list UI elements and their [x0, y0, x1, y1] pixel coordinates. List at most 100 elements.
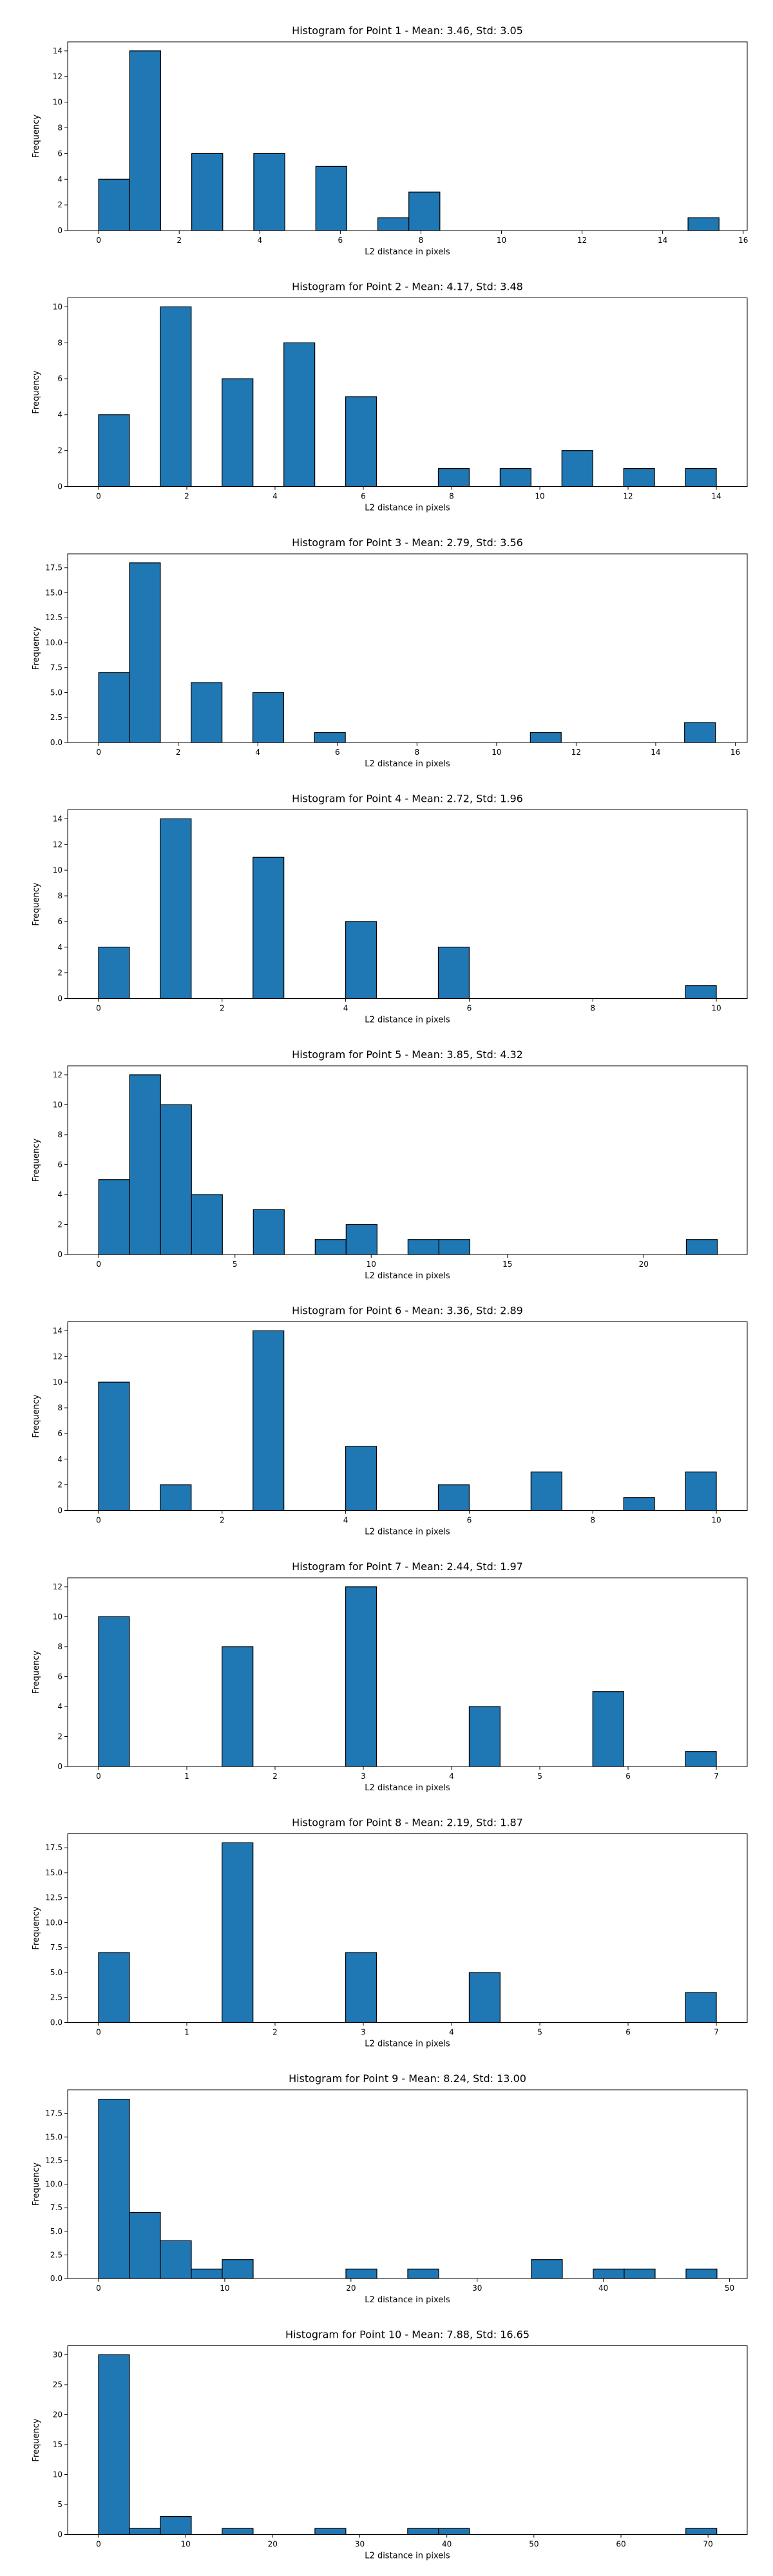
y-tick-label: 25: [53, 2380, 62, 2389]
x-tick-label: 0: [96, 748, 101, 757]
histogram-bar: [222, 1646, 254, 1767]
y-tick-label: 6: [57, 1429, 62, 1438]
histogram-bar: [530, 732, 562, 743]
y-tick-label: 15: [53, 2440, 62, 2449]
chart-title: Histogram for Point 5 - Mean: 3.85, Std:…: [292, 1048, 523, 1061]
histogram-bar: [191, 1194, 223, 1255]
histogram-bar: [685, 2528, 718, 2535]
histogram-bar: [437, 468, 470, 488]
x-tick-label: 14: [658, 236, 667, 245]
y-tick-label: 7.5: [50, 663, 62, 672]
plot-frame: [67, 1577, 748, 1767]
y-tick-label: 30: [53, 2350, 62, 2359]
histogram-bar: [407, 1239, 439, 1255]
x-tick-label: 2: [272, 1772, 278, 1781]
x-tick-label: 4: [257, 236, 262, 245]
y-tick-label: 14: [53, 46, 62, 55]
histogram-bar: [531, 2259, 563, 2279]
x-tick-label: 0: [96, 1772, 101, 1781]
chart-title: Histogram for Point 8 - Mean: 2.19, Std:…: [292, 1817, 523, 1829]
x-tick-label: 14: [651, 748, 660, 757]
histogram-bar: [191, 682, 223, 743]
y-tick-label: 0: [57, 2530, 62, 2539]
x-tick-label: 8: [590, 1516, 595, 1525]
x-tick-label: 5: [233, 1260, 238, 1269]
x-tick-label: 1: [184, 1772, 189, 1781]
y-tick-label: 10: [53, 302, 62, 311]
histogram-bar: [222, 2528, 254, 2535]
histogram-bar: [685, 1472, 717, 1511]
histogram-bar: [283, 342, 316, 488]
x-axis-label: L2 distance in pixels: [365, 504, 450, 513]
x-tick-label: 8: [449, 492, 454, 501]
y-tick-label: 15.0: [45, 1868, 62, 1877]
y-tick-label: 2.5: [50, 1993, 62, 2002]
x-tick-label: 10: [367, 1260, 376, 1269]
x-tick-label: 10: [711, 1004, 721, 1013]
x-tick-label: 2: [184, 492, 189, 501]
x-tick-label: 10: [181, 2540, 191, 2549]
histogram-bar: [191, 153, 224, 231]
histogram-panel-4: Histogram for Point 4 - Mean: 2.72, Std:…: [32, 793, 748, 1025]
x-tick-label: 0: [96, 2028, 101, 2037]
x-tick-label: 10: [220, 2284, 229, 2293]
y-tick-label: 6: [57, 917, 62, 926]
histogram-bar: [315, 166, 347, 231]
histogram-bar: [437, 1484, 470, 1511]
y-tick-label: 6: [57, 149, 62, 158]
histogram-bar: [592, 1691, 624, 1767]
y-axis-label: Frequency: [32, 1394, 41, 1437]
x-tick-label: 10: [491, 748, 501, 757]
histogram-bar: [345, 921, 377, 999]
histogram-bar: [685, 1751, 717, 1767]
y-tick-label: 6: [57, 374, 62, 383]
histogram-bar: [98, 2099, 130, 2279]
histogram-bar: [160, 2515, 192, 2535]
y-tick-label: 7.5: [50, 2203, 62, 2212]
histogram-bar: [98, 2354, 130, 2535]
y-tick-label: 15.0: [45, 588, 62, 597]
x-axis-label: L2 distance in pixels: [365, 1783, 450, 1793]
histogram-bar: [624, 2268, 656, 2279]
y-tick-label: 0.0: [50, 738, 62, 747]
histogram-panel-7: Histogram for Point 7 - Mean: 2.44, Std:…: [32, 1560, 748, 1793]
histogram-bar: [191, 2268, 223, 2279]
histogram-bar: [408, 191, 441, 231]
chart-title: Histogram for Point 2 - Mean: 4.17, Std:…: [292, 281, 523, 293]
x-tick-label: 10: [711, 1516, 721, 1525]
x-tick-label: 0: [96, 1516, 101, 1525]
y-tick-label: 0.0: [50, 2018, 62, 2027]
y-tick-label: 8: [57, 338, 62, 347]
histogram-bar: [593, 2268, 625, 2279]
x-tick-label: 0: [96, 236, 101, 245]
histogram-bar: [253, 1330, 285, 1511]
histogram-panel-10: Histogram for Point 10 - Mean: 7.88, Std…: [32, 2329, 748, 2561]
x-tick-label: 4: [272, 492, 278, 501]
x-tick-label: 6: [361, 492, 366, 501]
x-tick-label: 7: [714, 1772, 719, 1781]
x-tick-label: 6: [335, 748, 340, 757]
histogram-panel-1: Histogram for Point 1 - Mean: 3.46, Std:…: [32, 24, 748, 257]
histogram-bar: [98, 178, 130, 231]
y-tick-label: 6: [57, 1672, 62, 1681]
y-tick-label: 17.5: [45, 1843, 62, 1852]
y-tick-label: 2: [57, 1220, 62, 1229]
y-tick-label: 0: [57, 1762, 62, 1771]
x-tick-label: 2: [220, 1516, 225, 1525]
y-tick-label: 4: [57, 410, 62, 419]
x-tick-label: 4: [343, 1516, 348, 1525]
y-tick-label: 12: [53, 1352, 62, 1361]
x-tick-label: 4: [343, 1004, 348, 1013]
histogram-bar: [129, 562, 161, 743]
histogram-bar: [345, 1446, 377, 1511]
x-tick-label: 2: [220, 1004, 225, 1013]
histogram-bar: [314, 732, 346, 743]
y-tick-label: 4: [57, 1190, 62, 1199]
x-tick-label: 6: [625, 2028, 631, 2037]
y-tick-label: 14: [53, 1326, 62, 1335]
x-tick-label: 30: [355, 2540, 365, 2549]
x-tick-label: 6: [467, 1004, 472, 1013]
histogram-bar: [252, 692, 285, 743]
y-tick-label: 8: [57, 124, 62, 133]
histogram-bar: [345, 1586, 377, 1767]
